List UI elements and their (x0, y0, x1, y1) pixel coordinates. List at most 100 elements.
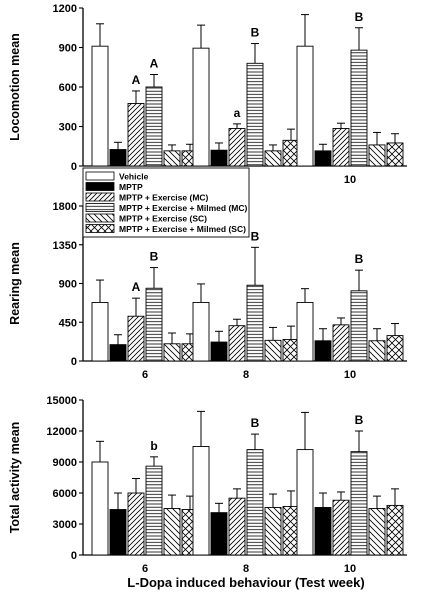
significance-label: A (132, 280, 141, 294)
bar-mptp-exercise-milmed-mc-week-8 (246, 62, 264, 167)
y-tick-label: 6000 (53, 488, 77, 500)
panel-3: 0 3000 6000 9000 12000 15000 Total activity me… (8, 395, 407, 575)
significance-label: A (132, 73, 141, 87)
bar-mptp-week-10 (314, 150, 332, 167)
bar-mptp-exercise-mc-week-6 (127, 492, 145, 556)
legend-label: MPTP + Exercise + Milmed (SC) (119, 224, 246, 234)
bar-mptp-exercise-milmed-mc-week-10 (350, 290, 368, 362)
y-tick-label: 3000 (53, 519, 77, 531)
bar-mptp-week-8 (210, 149, 228, 167)
y-tick-label: 15000 (46, 395, 77, 407)
bar-mptp-exercise-milmed-mc-week-10 (350, 49, 368, 167)
significance-label: B (355, 252, 364, 266)
significance-label: B (251, 229, 260, 243)
bar-mptp-exercise-mc-week-10 (332, 128, 350, 167)
bar-mptp-exercise-milmed-sc-week-10 (386, 335, 404, 362)
y-axis-title: Total activity mean (8, 422, 22, 534)
x-tick-label: 10 (344, 369, 356, 381)
y-tick-label: 450 (59, 317, 77, 329)
bar-mptp-week-10 (314, 507, 332, 556)
bar-mptp-exercise-mc-week-6 (127, 103, 145, 167)
bar-vehicle-week-6 (91, 45, 109, 167)
bar-mptp-exercise-mc-week-10 (332, 324, 350, 362)
bar-mptp-exercise-milmed-mc-week-6 (145, 287, 163, 362)
bar-mptp-exercise-milmed-mc-week-8 (246, 284, 264, 362)
bar-mptp-exercise-sc-week-8 (264, 339, 282, 362)
legend-swatch-mptp-exercise-milmed-mc (85, 203, 115, 212)
x-tick-label: 10 (344, 563, 356, 575)
bar-mptp-week-8 (210, 512, 228, 556)
bar-mptp-exercise-mc-week-8 (228, 497, 246, 556)
y-tick-label: 0 (71, 356, 77, 368)
bar-mptp-exercise-milmed-sc-week-10 (386, 142, 404, 167)
significance-label: B (251, 416, 260, 430)
bar-vehicle-week-10 (296, 301, 314, 362)
bar-vehicle-week-6 (91, 461, 109, 556)
bar-mptp-week-8 (210, 341, 228, 362)
y-tick-label: 900 (59, 43, 77, 55)
legend-swatch-mptp (85, 182, 115, 191)
legend-label: MPTP + Exercise (SC) (119, 214, 207, 224)
bar-mptp-exercise-sc-week-6 (163, 343, 181, 362)
bar-mptp-exercise-milmed-mc-week-8 (246, 449, 264, 556)
y-tick-label: 9000 (53, 457, 77, 469)
significance-label: a (234, 106, 241, 120)
x-axis-title: L-Dopa induced behaviour (Test week) (127, 575, 364, 590)
bar-mptp-exercise-milmed-mc-week-10 (350, 451, 368, 556)
panel-2: 0 450 900 1350 1800 Rearing mean 6 8 10 A B B B (8, 201, 407, 381)
x-tick-label: 6 (142, 563, 148, 575)
y-tick-label: 1200 (53, 3, 77, 15)
y-tick-label: 600 (59, 82, 77, 94)
significance-label: b (150, 439, 157, 453)
x-tick-label: 8 (243, 563, 249, 575)
significance-label: B (355, 10, 364, 24)
bar-mptp-exercise-mc-week-6 (127, 315, 145, 362)
y-tick-label: 900 (59, 279, 77, 291)
y-tick-label: 1800 (53, 201, 77, 213)
bar-mptp-exercise-sc-week-8 (264, 150, 282, 167)
bar-vehicle-week-10 (296, 45, 314, 167)
x-tick-label: 6 (142, 369, 148, 381)
bar-mptp-exercise-sc-week-10 (368, 144, 386, 167)
y-tick-label: 300 (59, 122, 77, 134)
y-tick-label: 0 (71, 550, 77, 562)
legend-label: MPTP + Exercise + Milmed (MC) (119, 203, 247, 213)
y-tick-label: 12000 (46, 426, 77, 438)
significance-label: B (355, 413, 364, 427)
bar-mptp-exercise-mc-week-8 (228, 325, 246, 362)
bar-mptp-week-6 (109, 509, 127, 556)
y-tick-label: 0 (71, 161, 77, 173)
bar-mptp-exercise-sc-week-6 (163, 508, 181, 556)
bar-mptp-week-10 (314, 340, 332, 362)
bar-vehicle-week-8 (192, 47, 210, 167)
bar-vehicle-week-8 (192, 446, 210, 556)
bar-mptp-exercise-milmed-mc-week-6 (145, 86, 163, 167)
legend-label: Vehicle (119, 172, 149, 182)
legend-label: MPTP (119, 182, 143, 192)
bar-vehicle-week-6 (91, 301, 109, 362)
significance-label: B (150, 250, 159, 264)
y-axis-title: Locomotion mean (8, 33, 22, 141)
bar-mptp-exercise-mc-week-10 (332, 499, 350, 556)
bar-vehicle-week-8 (192, 301, 210, 362)
legend-swatch-vehicle (85, 171, 115, 181)
bar-mptp-exercise-mc-week-8 (228, 128, 246, 167)
significance-label: A (150, 56, 159, 70)
x-tick-label: 10 (344, 174, 356, 186)
bar-vehicle-week-10 (296, 449, 314, 556)
legend-swatch-mptp-exercise-sc (85, 213, 115, 223)
bar-mptp-exercise-milmed-mc-week-6 (145, 465, 163, 556)
bar-mptp-exercise-sc-week-6 (163, 150, 181, 167)
bar-mptp-exercise-sc-week-10 (368, 340, 386, 362)
bar-mptp-exercise-sc-week-8 (264, 507, 282, 556)
y-axis-title: Rearing mean (8, 242, 22, 325)
bar-mptp-exercise-milmed-sc-week-10 (386, 504, 404, 556)
bar-mptp-week-6 (109, 344, 127, 362)
bar-mptp-exercise-sc-week-10 (368, 508, 386, 556)
significance-label: B (251, 26, 260, 40)
bar-mptp-week-6 (109, 149, 127, 167)
legend-swatch-mptp-exercise-milmed-sc (85, 224, 115, 233)
